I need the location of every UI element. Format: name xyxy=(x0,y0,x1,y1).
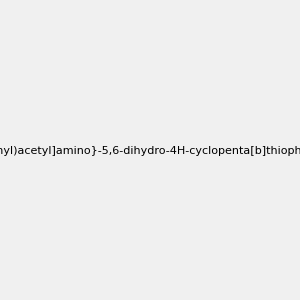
Text: 2-{[(2-methylphenyl)acetyl]amino}-5,6-dihydro-4H-cyclopenta[b]thiophene-3-carbox: 2-{[(2-methylphenyl)acetyl]amino}-5,6-di… xyxy=(0,146,300,157)
